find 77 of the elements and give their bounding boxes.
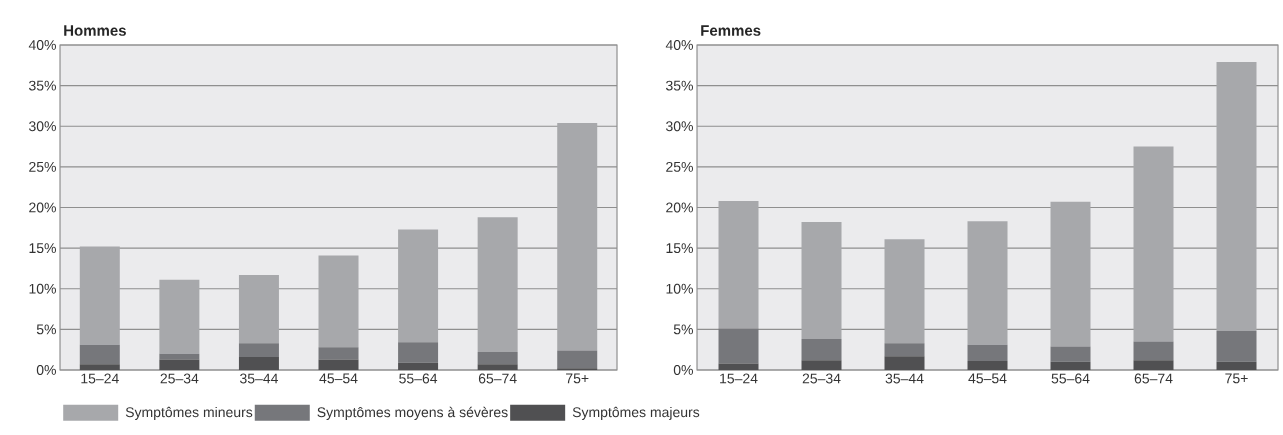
bar xyxy=(1216,361,1257,370)
bar xyxy=(398,229,439,343)
bar xyxy=(884,343,925,357)
y-tick-label: 40% xyxy=(665,40,693,50)
bar xyxy=(477,217,518,353)
legend-label: Symptômes mineurs xyxy=(125,406,253,420)
bar xyxy=(477,352,518,365)
x-tick-label: 45–54 xyxy=(319,373,358,384)
bar xyxy=(557,122,598,351)
y-tick-label: 25% xyxy=(29,161,56,172)
bar xyxy=(801,360,842,370)
y-tick-label: 30% xyxy=(666,121,693,132)
x-tick-label: 15–24 xyxy=(720,373,758,384)
bar xyxy=(79,364,120,370)
y-tick-label: 25% xyxy=(666,161,693,172)
bar xyxy=(1133,341,1174,361)
x-tick-label: 25–34 xyxy=(802,373,841,384)
y-tick-label: 20% xyxy=(666,202,693,213)
bar xyxy=(967,221,1008,345)
bar xyxy=(1050,346,1091,362)
bar xyxy=(398,362,439,370)
y-tick-label: 15% xyxy=(29,243,56,254)
bar xyxy=(79,246,120,345)
bar xyxy=(159,359,200,370)
bar xyxy=(967,344,1008,362)
x-tick-label: 55–64 xyxy=(1051,373,1090,384)
bar xyxy=(884,356,925,370)
bar xyxy=(718,200,759,329)
x-tick-label: 65–74 xyxy=(1134,373,1173,384)
bar xyxy=(238,343,279,357)
bar xyxy=(967,361,1008,370)
bar xyxy=(718,328,759,364)
y-tick-label: 35% xyxy=(666,80,693,91)
bar xyxy=(1133,360,1174,370)
bar xyxy=(1050,201,1091,347)
bar xyxy=(801,222,842,340)
y-tick-label: 5% xyxy=(673,324,693,335)
y-tick-label: 30% xyxy=(29,121,56,132)
x-tick-label: 55–64 xyxy=(399,373,438,384)
bar xyxy=(557,350,598,369)
bar xyxy=(1216,62,1257,331)
x-tick-label: 15–24 xyxy=(81,373,119,384)
chart-title: Femmes xyxy=(701,25,761,36)
x-tick-label: 35–44 xyxy=(240,373,278,384)
bar xyxy=(238,274,279,344)
legend-label: Symptômes moyens à sévères xyxy=(317,406,508,420)
bar xyxy=(1216,330,1257,362)
x-tick-label: 75+ xyxy=(1225,373,1248,384)
bar xyxy=(801,339,842,361)
y-tick-label: 35% xyxy=(29,80,56,91)
bar xyxy=(318,347,359,360)
y-tick-label: 5% xyxy=(36,324,56,335)
y-tick-label: 40% xyxy=(28,40,56,50)
bar xyxy=(238,356,279,370)
x-tick-label: 25–34 xyxy=(160,373,199,384)
x-tick-label: 65–74 xyxy=(478,373,517,384)
bar xyxy=(159,279,200,354)
bar xyxy=(1133,146,1174,342)
bar xyxy=(1050,361,1091,370)
y-tick-label: 10% xyxy=(29,283,56,294)
bar xyxy=(477,364,518,370)
legend-label: Symptômes majeurs xyxy=(572,406,700,420)
chart-title: Hommes xyxy=(64,25,126,36)
x-tick-label: 45–54 xyxy=(968,373,1007,384)
y-tick-label: 0% xyxy=(36,365,56,375)
bar xyxy=(398,342,439,363)
x-tick-label: 35–44 xyxy=(885,373,924,384)
y-tick-label: 0% xyxy=(673,365,693,375)
bar xyxy=(884,239,925,344)
bar xyxy=(79,344,120,365)
bar xyxy=(318,359,359,370)
y-tick-label: 20% xyxy=(29,202,56,213)
bar xyxy=(718,363,759,370)
y-tick-label: 15% xyxy=(666,243,693,254)
x-tick-label: 75+ xyxy=(566,373,589,384)
y-tick-label: 10% xyxy=(666,283,693,294)
bar xyxy=(318,255,359,348)
